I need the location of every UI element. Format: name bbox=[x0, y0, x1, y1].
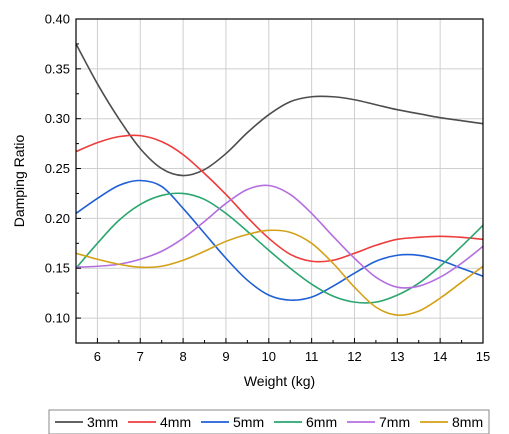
x-tick-label: 6 bbox=[94, 349, 101, 364]
x-tick-label: 14 bbox=[433, 349, 447, 364]
x-tick-label: 9 bbox=[222, 349, 229, 364]
legend-label-4mm: 4mm bbox=[160, 414, 191, 430]
x-tick-label: 7 bbox=[137, 349, 144, 364]
x-tick-label: 12 bbox=[347, 349, 361, 364]
legend: 3mm 4mm 5mm 6mm 7mm 8mm bbox=[48, 409, 490, 434]
y-axis-title: Damping Ratio bbox=[11, 134, 27, 227]
series-line-3mm bbox=[75, 43, 484, 177]
plot-border bbox=[75, 18, 484, 344]
series-line-4mm bbox=[75, 134, 484, 263]
tick-labels: 6 7 8 9 10 11 12 13 14 15 0.10 0.15 0.20 0.25 0.30 0.35… bbox=[45, 12, 491, 365]
legend-label-6mm: 6mm bbox=[306, 414, 337, 430]
tick-marks bbox=[75, 18, 484, 344]
x-tick-label: 11 bbox=[305, 349, 319, 364]
x-tick-label: 8 bbox=[179, 349, 186, 364]
series-line-5mm bbox=[75, 179, 484, 301]
y-tick-label: 0.25 bbox=[45, 161, 70, 176]
y-tick-label: 0.15 bbox=[45, 261, 70, 276]
legend-box bbox=[48, 409, 490, 434]
y-tick-label: 0.30 bbox=[45, 111, 70, 126]
legend-label-7mm: 7mm bbox=[379, 414, 410, 430]
y-tick-label: 0.20 bbox=[45, 211, 70, 226]
y-tick-label: 0.10 bbox=[45, 311, 70, 326]
legend-label-8mm: 8mm bbox=[452, 414, 483, 430]
plot-frame bbox=[75, 18, 484, 344]
x-tick-label: 10 bbox=[262, 349, 276, 364]
y-tick-label: 0.35 bbox=[45, 61, 70, 76]
x-tick-label: 15 bbox=[476, 349, 490, 364]
x-tick-label: 13 bbox=[390, 349, 404, 364]
series-line-7mm bbox=[75, 184, 484, 289]
legend-label-5mm: 5mm bbox=[233, 414, 264, 430]
series-line-8mm bbox=[75, 229, 484, 317]
series-lines bbox=[75, 43, 484, 317]
x-axis-title: Weight (kg) bbox=[244, 373, 315, 389]
y-tick-label: 0.40 bbox=[45, 12, 70, 27]
legend-label-3mm: 3mm bbox=[87, 414, 118, 430]
series-line-6mm bbox=[75, 192, 484, 304]
